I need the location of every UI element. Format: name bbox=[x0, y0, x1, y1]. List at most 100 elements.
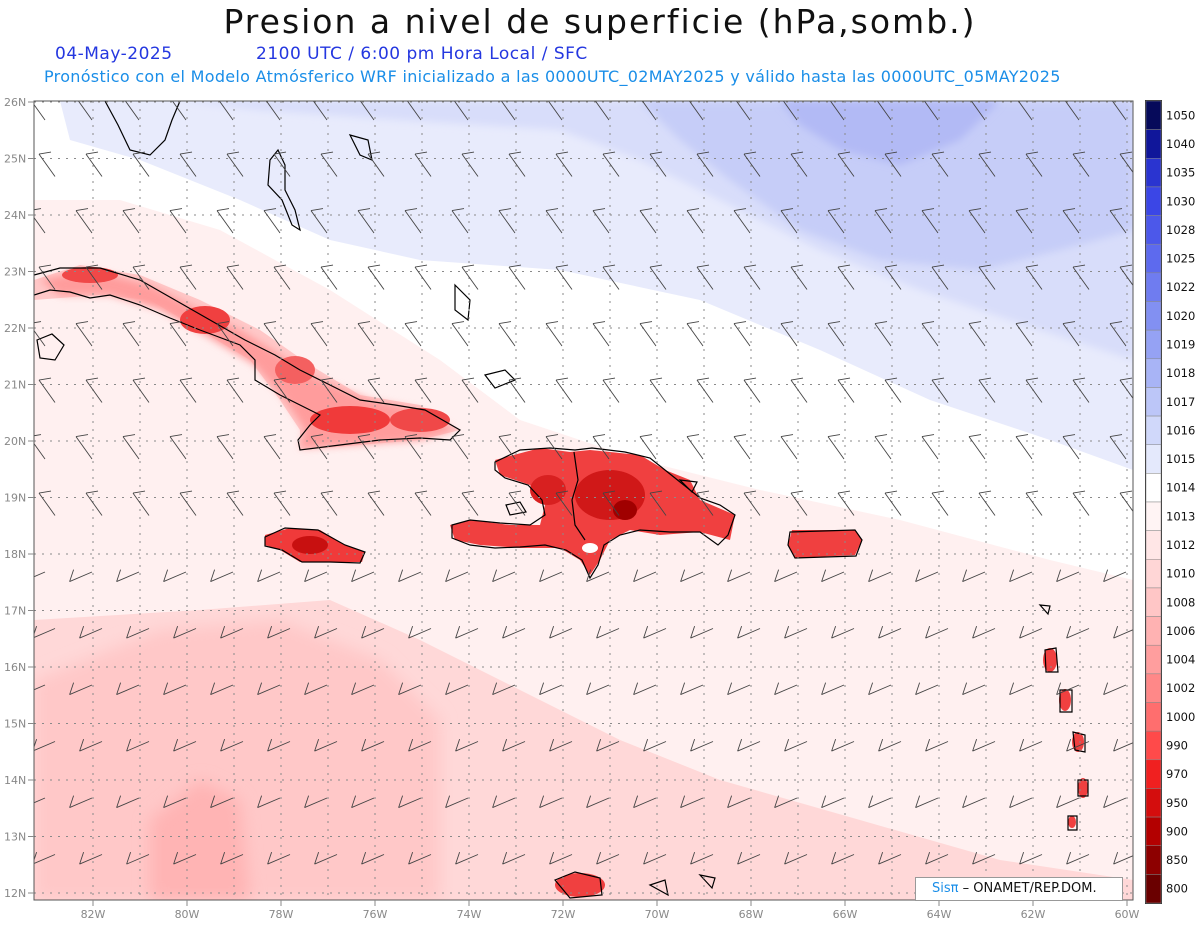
wind-barb bbox=[361, 851, 385, 865]
wind-barb bbox=[116, 569, 140, 583]
wind-barb bbox=[639, 434, 657, 460]
wind-barb bbox=[602, 490, 620, 516]
wind-barb bbox=[1103, 569, 1127, 583]
wind-barb bbox=[216, 321, 234, 347]
wind-barb bbox=[451, 321, 469, 347]
wind-barbs bbox=[34, 101, 1133, 921]
wind-barb bbox=[220, 851, 244, 865]
wind-barb bbox=[34, 851, 56, 864]
map-title: Presion a nivel de superficie (hPa,somb.… bbox=[223, 2, 977, 41]
lat-label: 24N bbox=[4, 209, 26, 222]
wind-barb bbox=[649, 151, 667, 177]
legend-swatch bbox=[1145, 473, 1162, 503]
wind-barb bbox=[163, 795, 187, 809]
wind-barb bbox=[931, 264, 949, 290]
longitude-labels: 82W 80W 78W 76W 74W 72W 70W 68W 66W 64W 62W 60W bbox=[81, 900, 1140, 921]
wind-barb bbox=[492, 569, 516, 583]
wind-barb bbox=[320, 264, 338, 290]
wind-barb bbox=[827, 434, 845, 460]
lat-label: 15N bbox=[4, 718, 26, 731]
wind-barb bbox=[398, 682, 422, 696]
wind-barb bbox=[85, 377, 103, 403]
wind-barb bbox=[596, 851, 620, 865]
wind-barb bbox=[681, 909, 703, 921]
wind-barb bbox=[743, 490, 761, 516]
wind-barb bbox=[79, 738, 103, 752]
wind-barb bbox=[79, 851, 103, 865]
wind-barb bbox=[1062, 434, 1080, 460]
lon-label: 62W bbox=[1021, 908, 1046, 921]
wind-barb bbox=[367, 377, 385, 403]
wind-barb bbox=[132, 264, 150, 290]
wind-barb bbox=[884, 490, 902, 516]
legend-swatch bbox=[1145, 129, 1162, 159]
legend-label: 1008 bbox=[1166, 595, 1195, 609]
wind-barb bbox=[733, 434, 751, 460]
wind-barb bbox=[1109, 208, 1127, 234]
legend-label: 1018 bbox=[1166, 366, 1195, 380]
legend-label: 1030 bbox=[1166, 194, 1195, 208]
legend-label: 850 bbox=[1166, 853, 1188, 867]
wind-barb bbox=[968, 434, 986, 460]
legend-label: 1012 bbox=[1166, 538, 1195, 552]
wind-barb bbox=[633, 795, 657, 809]
legend-label: 1016 bbox=[1166, 423, 1195, 437]
lat-label: 21N bbox=[4, 379, 26, 392]
wind-barb bbox=[498, 434, 516, 460]
legend-label: 1017 bbox=[1166, 395, 1195, 409]
wind-barb bbox=[398, 569, 422, 583]
wind-barb bbox=[596, 625, 620, 639]
wind-barb bbox=[837, 264, 855, 290]
wind-barb bbox=[978, 490, 996, 516]
wind-barb bbox=[1025, 264, 1043, 290]
wind-barb bbox=[1009, 682, 1033, 696]
wind-barb bbox=[1103, 795, 1127, 809]
lat-label: 12N bbox=[4, 887, 26, 900]
wind-barb bbox=[34, 625, 56, 638]
legend-swatch bbox=[1145, 215, 1162, 245]
wind-barb bbox=[921, 321, 939, 347]
lat-label: 26N bbox=[4, 96, 26, 109]
wind-barb bbox=[1062, 208, 1080, 234]
wind-barb bbox=[784, 851, 808, 865]
wind-barb bbox=[827, 321, 845, 347]
lat-label: 19N bbox=[4, 492, 26, 505]
wind-barb bbox=[1062, 321, 1080, 347]
wind-barb bbox=[351, 795, 375, 809]
wind-barb bbox=[126, 738, 150, 752]
wind-barb bbox=[743, 264, 761, 290]
legend-label: 1025 bbox=[1166, 252, 1195, 266]
wind-barb bbox=[357, 321, 375, 347]
wind-barb bbox=[304, 682, 328, 696]
wind-barb bbox=[549, 851, 573, 865]
wind-barb bbox=[837, 151, 855, 177]
pressure-legend: 1050 1040 1035 1030 1028 1025 1022 1020 1019 1018… bbox=[1145, 100, 1195, 904]
wind-barb bbox=[586, 569, 610, 583]
wind-barb bbox=[963, 909, 985, 921]
lat-label: 25N bbox=[4, 153, 26, 166]
wind-barb bbox=[398, 795, 422, 809]
wind-barb bbox=[69, 795, 93, 809]
legend-swatch bbox=[1145, 501, 1162, 531]
legend-swatch bbox=[1145, 788, 1162, 818]
lon-label: 70W bbox=[645, 908, 670, 921]
map-frame bbox=[33, 100, 1134, 901]
wind-barb bbox=[1113, 625, 1133, 639]
wind-barb bbox=[649, 490, 667, 516]
wind-barb bbox=[361, 625, 385, 639]
legend-swatch bbox=[1145, 358, 1162, 388]
wind-barb bbox=[1056, 795, 1080, 809]
wind-barb bbox=[649, 264, 667, 290]
wind-barb bbox=[273, 264, 291, 290]
wind-barb bbox=[508, 264, 526, 290]
wind-barb bbox=[314, 625, 338, 639]
wind-barb bbox=[1072, 377, 1090, 403]
wind-barb bbox=[226, 377, 244, 403]
wind-barb bbox=[75, 321, 93, 347]
wind-barb bbox=[445, 682, 469, 696]
wind-barb bbox=[962, 569, 986, 583]
wind-barb bbox=[915, 682, 939, 696]
wind-barb bbox=[680, 569, 704, 583]
wind-barb bbox=[132, 377, 150, 403]
